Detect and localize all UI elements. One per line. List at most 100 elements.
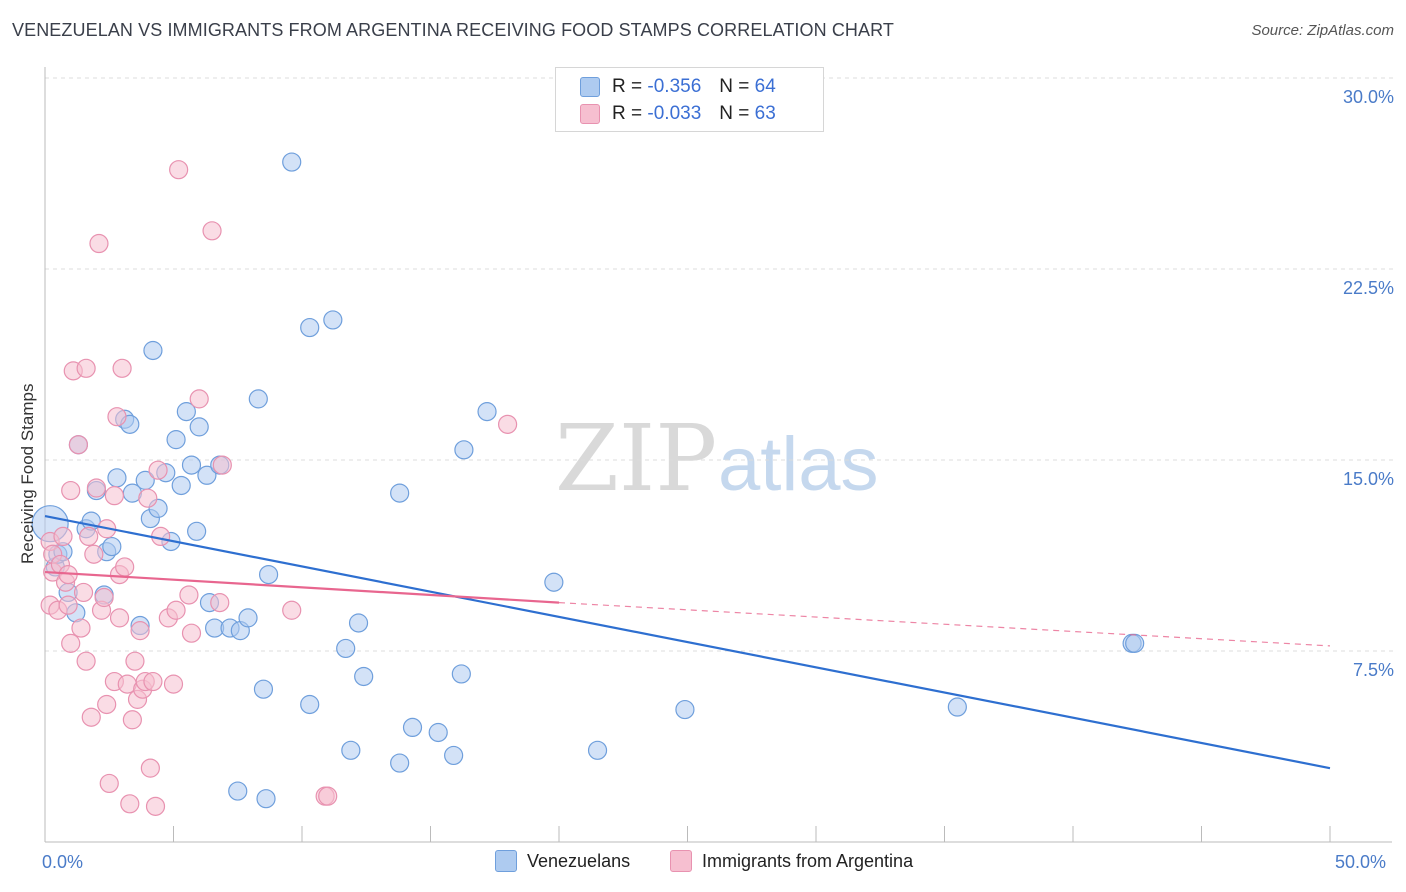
argentina-point	[79, 526, 99, 547]
legend-r-label: R =	[612, 76, 643, 97]
argentina-trend-extension	[558, 602, 1331, 647]
bottom-legend-label: Venezuelans	[527, 850, 631, 871]
legend-swatch-pink	[580, 104, 600, 124]
venezuelan-point	[258, 564, 279, 585]
venezuelan-point	[171, 475, 191, 496]
venezuelan-point	[323, 310, 343, 330]
argentina-point	[130, 621, 150, 641]
venezuelan-point	[300, 317, 320, 338]
argentina-point	[76, 358, 96, 378]
argentina-point	[122, 710, 142, 730]
venezuelan-point	[228, 781, 248, 801]
argentina-point	[107, 407, 127, 427]
legend-r-value: -0.356	[647, 76, 702, 97]
correlation-legend: R = -0.356 N = 64 R = -0.033 N = 63	[555, 67, 824, 132]
y-tick-label-30: 30.0%	[1342, 87, 1394, 107]
argentina-point	[140, 758, 160, 778]
bottom-legend-venezuelans: Venezuelans	[495, 850, 630, 872]
venezuelan-point	[390, 753, 410, 773]
venezuelan-point	[451, 664, 471, 684]
argentina-point	[97, 694, 117, 715]
y-tick-label-22-5: 22.5%	[1342, 278, 1394, 298]
venezuelan-point	[390, 483, 410, 503]
argentina-point	[112, 358, 132, 378]
venezuelan-point	[341, 740, 361, 760]
y-tick-label-7-5: 7.5%	[1352, 660, 1394, 680]
bottom-legend-swatch-pink	[670, 850, 692, 872]
venezuelan-point	[189, 417, 209, 437]
argentina-point	[73, 582, 94, 603]
argentina-trend-line	[44, 570, 560, 604]
argentina-point	[143, 671, 163, 692]
venezuelan-point	[143, 340, 163, 361]
legend-r-value: -0.033	[647, 103, 702, 124]
watermark-zip: ZIP	[555, 405, 717, 512]
argentina-point	[145, 796, 166, 816]
argentina-point	[189, 389, 209, 409]
y-tick-label-15: 15.0%	[1342, 469, 1394, 489]
argentina-point	[58, 595, 78, 615]
venezuelan-point	[354, 666, 374, 687]
venezuelan-point	[348, 613, 369, 633]
bottom-legend-label: Immigrants from Argentina	[702, 850, 914, 871]
venezuelan-point	[102, 536, 122, 557]
bottom-legend-swatch-blue	[495, 850, 517, 872]
venezuelan-point	[1125, 633, 1145, 653]
y-axis-label: Receiving Food Stamps	[18, 383, 37, 564]
venezuelan-point	[256, 789, 276, 809]
venezuelan-point	[587, 740, 608, 760]
legend-n-label: N =	[719, 76, 750, 97]
argentina-point	[61, 633, 81, 653]
argentina-point	[53, 526, 73, 547]
venezuelan-point	[238, 608, 258, 628]
venezuelan-point	[675, 699, 695, 720]
argentina-point	[181, 623, 202, 643]
argentina-point	[76, 651, 96, 671]
chart-title: VENEZUELAN VS IMMIGRANTS FROM ARGENTINA …	[12, 20, 895, 40]
legend-swatch-blue	[580, 77, 600, 97]
venezuelan-point	[428, 722, 448, 743]
argentina-point	[61, 480, 81, 501]
venezuelan-trend-line	[44, 514, 1331, 770]
x-tick-label-50: 50.0%	[1335, 852, 1387, 872]
legend-r-label: R =	[612, 103, 643, 124]
venezuelan-point	[544, 572, 564, 592]
venezuelan-point	[181, 455, 202, 475]
argentina-point	[163, 674, 184, 694]
venezuelan-point	[176, 402, 196, 422]
argentina-point	[109, 608, 130, 628]
x-tick-label-0: 0.0%	[42, 852, 84, 872]
argentina-point	[202, 221, 222, 241]
venezuelan-point	[947, 697, 967, 717]
chart-source: Source: ZipAtlas.com	[1251, 22, 1394, 39]
argentina-point	[68, 435, 89, 455]
venezuelan-point	[197, 465, 217, 485]
venezuelan-point	[248, 389, 268, 409]
argentina-point	[169, 160, 189, 180]
argentina-point	[99, 773, 119, 794]
argentina-point	[94, 587, 114, 608]
argentina-point	[318, 786, 338, 806]
argentina-point	[166, 600, 186, 620]
legend-n-value: 63	[754, 103, 776, 124]
venezuelan-point	[166, 430, 186, 450]
venezuelan-point	[107, 468, 127, 488]
argentina-point	[179, 585, 199, 605]
argentina-point	[282, 600, 302, 620]
argentina-point	[81, 707, 101, 727]
argentina-point	[498, 414, 518, 434]
venezuelan-point	[402, 717, 423, 738]
watermark-atlas: atlas	[718, 422, 879, 507]
argentina-point	[125, 651, 145, 671]
argentina-point	[212, 455, 232, 475]
venezuelan-point	[444, 745, 464, 766]
venezuelan-point	[282, 152, 302, 172]
venezuelan-point	[253, 679, 274, 699]
argentina-point	[89, 233, 109, 254]
legend-row-argentina: R = -0.033 N = 63	[580, 101, 776, 127]
venezuelan-point	[187, 521, 207, 541]
argentina-point	[115, 557, 135, 577]
argentina-point	[148, 460, 168, 480]
legend-row-venezuelans: R = -0.356 N = 64	[580, 74, 776, 100]
